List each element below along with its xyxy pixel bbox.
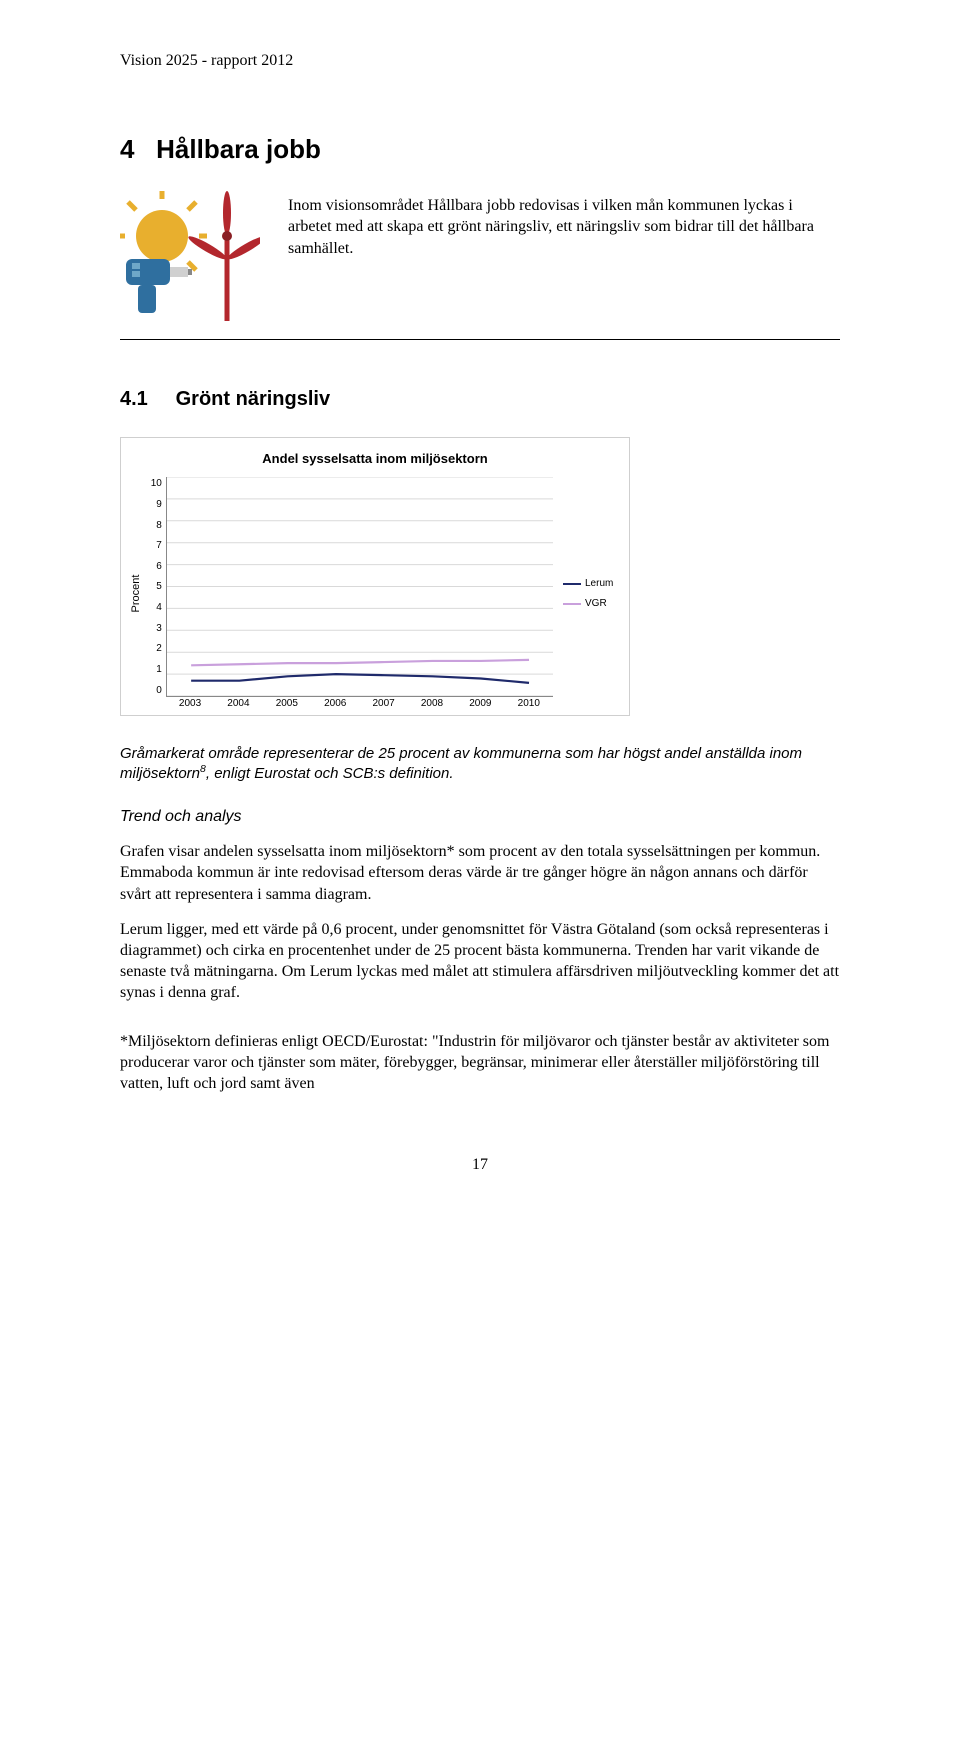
sustainability-icon — [120, 191, 260, 321]
chart-legend: Lerum VGR — [553, 477, 623, 711]
divider — [120, 339, 840, 340]
section-number: 4 — [120, 134, 134, 164]
body-paragraph-1: Grafen visar andelen sysselsatta inom mi… — [120, 841, 840, 904]
subsection-title: 4.1 Grönt näringsliv — [120, 386, 840, 413]
page-header: Vision 2025 - rapport 2012 — [120, 50, 840, 72]
body-paragraph-3: *Miljösektorn definieras enligt OECD/Eur… — [120, 1031, 840, 1094]
subsection-name: Grönt näringsliv — [176, 388, 330, 410]
chart-y-ticks: 012345678910 — [146, 477, 166, 697]
section-title: 4 Hållbara jobb — [120, 132, 840, 167]
chart-title: Andel sysselsatta inom miljösektorn — [127, 450, 623, 468]
page-number: 17 — [120, 1154, 840, 1176]
section-name: Hållbara jobb — [156, 134, 321, 164]
subsection-number: 4.1 — [120, 388, 148, 410]
employment-chart: Andel sysselsatta inom miljösektorn Proc… — [120, 437, 630, 716]
trend-heading: Trend och analys — [120, 806, 840, 828]
chart-plot-area — [166, 477, 553, 697]
chart-y-label: Procent — [127, 477, 146, 711]
chart-x-ticks: 20032004200520062007200820092010 — [166, 697, 553, 711]
legend-item: VGR — [563, 597, 623, 611]
chart-caption: Gråmarkerat område representerar de 25 p… — [120, 744, 840, 784]
icon-intro-row: Inom visionsområdet Hållbara jobb redovi… — [120, 191, 840, 321]
intro-paragraph: Inom visionsområdet Hållbara jobb redovi… — [288, 191, 840, 260]
body-paragraph-2: Lerum ligger, med ett värde på 0,6 proce… — [120, 919, 840, 1003]
legend-item: Lerum — [563, 577, 623, 591]
